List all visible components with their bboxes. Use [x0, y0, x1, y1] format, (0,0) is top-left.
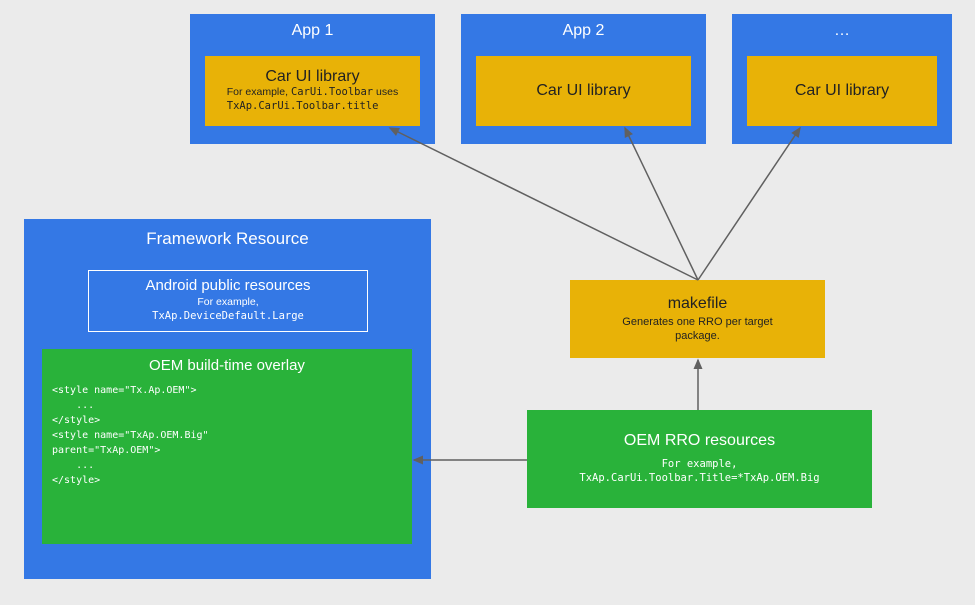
oem-overlay-code: <style name="Tx.Ap.OEM"> ... </style> <s…	[42, 378, 412, 493]
lib1-sub: For example, CarUi.Toolbar uses TxAp.Car…	[227, 86, 399, 113]
framework-title: Framework Resource	[24, 219, 431, 249]
app1-title: App 1	[190, 14, 435, 46]
app3-title: …	[732, 14, 952, 46]
apr-title: Android public resources	[95, 277, 361, 294]
makefile-title: makefile	[668, 295, 728, 313]
app2-title: App 2	[461, 14, 706, 46]
makefile-sub: Generates one RRO per targetpackage.	[622, 315, 772, 344]
app3-library: Car UI library	[747, 56, 937, 126]
android-public-resources: Android public resources For example, Tx…	[88, 270, 368, 332]
lib3-title: Car UI library	[795, 82, 889, 100]
rro-title: OEM RRO resources	[624, 432, 775, 450]
apr-sub: For example, TxAp.DeviceDefault.Large	[95, 296, 361, 323]
rro-sub: For example, TxAp.CarUi.Toolbar.Title=*T…	[579, 458, 819, 485]
rro-box: OEM RRO resources For example, TxAp.CarU…	[527, 410, 872, 508]
makefile-box: makefile Generates one RRO per targetpac…	[570, 280, 825, 358]
lib2-title: Car UI library	[536, 82, 630, 100]
app2-library: Car UI library	[476, 56, 691, 126]
app1-library: Car UI library For example, CarUi.Toolba…	[205, 56, 420, 126]
lib1-title: Car UI library	[265, 68, 359, 86]
oem-overlay-title: OEM build-time overlay	[42, 349, 412, 378]
oem-overlay: OEM build-time overlay <style name="Tx.A…	[42, 349, 412, 544]
